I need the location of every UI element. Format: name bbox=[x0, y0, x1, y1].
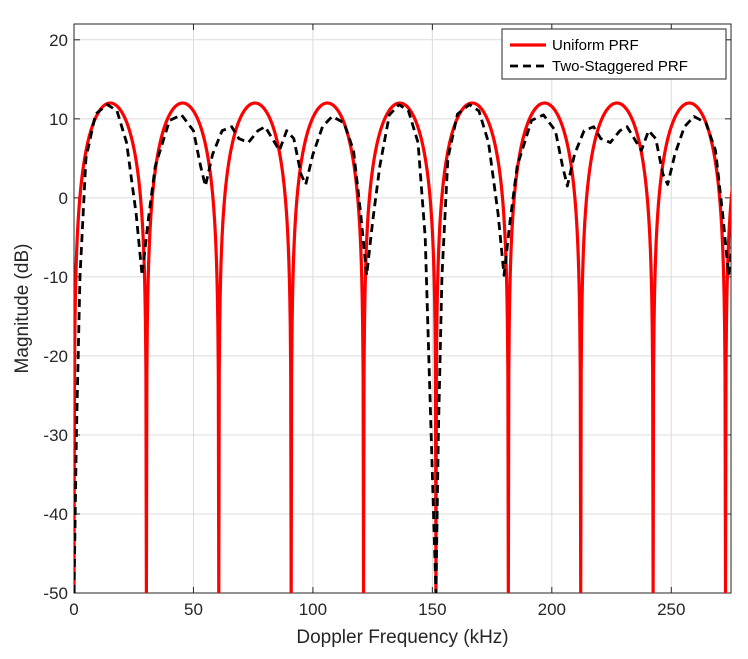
legend-box bbox=[501, 28, 727, 80]
series-uniform-prf bbox=[74, 101, 731, 593]
y-tick-label: -20 bbox=[43, 347, 68, 366]
y-tick-label: -50 bbox=[43, 584, 68, 603]
legend: Uniform PRF Two-Staggered PRF bbox=[501, 28, 727, 80]
legend-entry-uniform-prf: Uniform PRF bbox=[552, 37, 639, 54]
y-tick-label: -10 bbox=[43, 268, 68, 287]
x-tick-label: 150 bbox=[418, 600, 446, 619]
x-axis-label: Doppler Frequency (kHz) bbox=[296, 627, 508, 648]
series-two-staggered-prf bbox=[74, 103, 731, 593]
x-tick-label: 250 bbox=[657, 600, 685, 619]
y-axis-label: Magnitude (dB) bbox=[12, 244, 33, 374]
x-tick-label: 0 bbox=[69, 600, 78, 619]
x-tick-label: 50 bbox=[184, 600, 203, 619]
y-tick-label: -30 bbox=[43, 426, 68, 445]
axis-ticks: 0 50 100 150 200 250 -50 -40 -30 -20 -10 0 10 20 bbox=[43, 24, 731, 619]
legend-entry-two-staggered-prf: Two-Staggered PRF bbox=[552, 58, 688, 75]
x-tick-label: 100 bbox=[299, 600, 327, 619]
y-tick-label: 10 bbox=[49, 110, 68, 129]
y-tick-label: 20 bbox=[49, 31, 68, 50]
series-lines bbox=[74, 101, 731, 593]
x-tick-label: 200 bbox=[538, 600, 566, 619]
y-tick-label: -40 bbox=[43, 505, 68, 524]
axis-labels: Doppler Frequency (kHz) Magnitude (dB) bbox=[12, 244, 509, 648]
y-tick-label: 0 bbox=[59, 189, 68, 208]
